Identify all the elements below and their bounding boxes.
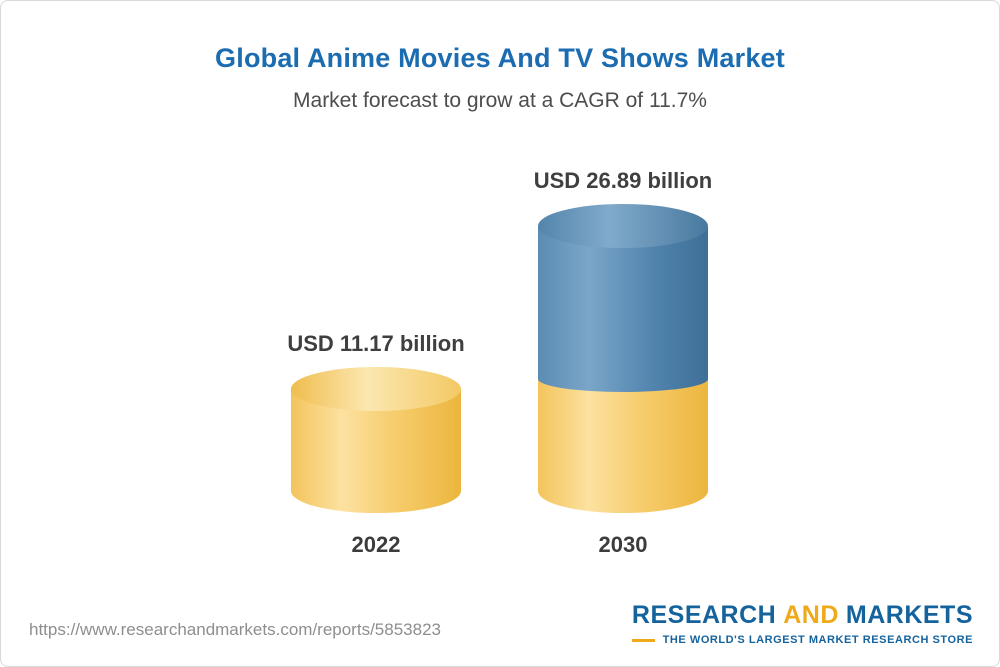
x-axis-label-2022: 2022 — [351, 532, 401, 557]
bar-2030-top-ellipse — [538, 204, 708, 248]
chart-title: Global Anime Movies And TV Shows Market — [215, 43, 785, 73]
logo-tagline-row: THE WORLD'S LARGEST MARKET RESEARCH STOR… — [631, 634, 973, 646]
value-label-2030: USD 26.89 billion — [533, 168, 713, 193]
x-axis-label-2030: 2030 — [598, 532, 648, 557]
bar-2030 — [538, 204, 708, 513]
bar-2022 — [291, 367, 461, 513]
source-url: https://www.researchandmarkets.com/repor… — [29, 620, 441, 639]
logo-gold-rule — [631, 638, 655, 642]
bar-2022-top-ellipse — [291, 367, 461, 411]
logo-word-and: AND — [783, 601, 839, 629]
research-and-markets-logo: RESEARCH AND MARKETS THE WORLD'S LARGEST M… — [631, 601, 973, 646]
value-label-2022: USD 11.17 billion — [287, 331, 465, 356]
chart-subtitle: Market forecast to grow at a CAGR of 11.… — [293, 89, 707, 112]
logo-tagline: THE WORLD'S LARGEST MARKET RESEARCH STOR… — [662, 634, 973, 646]
logo-word-research: RESEARCH — [631, 601, 777, 629]
logo-word-markets: MARKETS — [845, 601, 973, 629]
logo-wordmark: RESEARCH AND MARKETS — [632, 601, 973, 630]
bar-2030-growth-segment — [538, 226, 708, 392]
